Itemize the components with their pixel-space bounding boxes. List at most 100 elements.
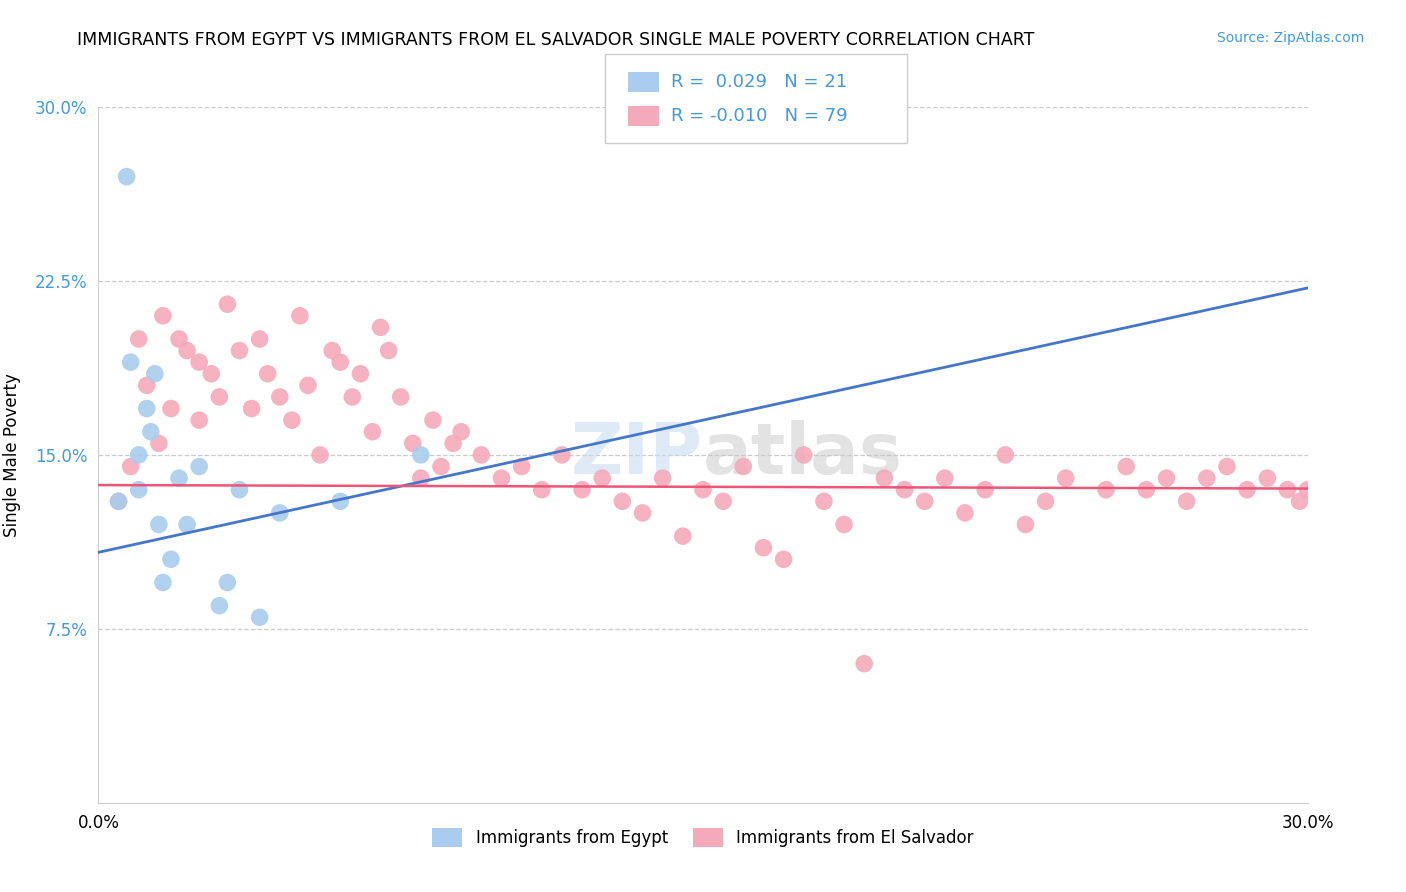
Point (402, 436, 425, 450)
Text: IMMIGRANTS FROM EGYPT VS IMMIGRANTS FROM EL SALVADOR SINGLE MALE POVERTY CORRELA: IMMIGRANTS FROM EGYPT VS IMMIGRANTS FROM… (77, 31, 1035, 49)
Point (228, 483, 250, 497)
Point (107, 494, 129, 508)
Point (914, 494, 936, 508)
Point (128, 448, 150, 462)
Point (167, 471, 190, 485)
Point (994, 448, 1017, 462)
Point (893, 483, 915, 497)
Point (1014, 517, 1036, 532)
Point (135, 378, 157, 392)
Point (107, 494, 129, 508)
Point (530, 483, 553, 497)
Point (200, 367, 222, 381)
Point (692, 483, 714, 497)
Point (1175, 494, 1198, 508)
Point (1115, 459, 1137, 474)
Point (309, 448, 332, 462)
Point (128, 332, 150, 346)
Point (208, 599, 231, 613)
Point (1288, 494, 1310, 508)
Point (974, 483, 997, 497)
Point (120, 459, 142, 474)
Point (1035, 494, 1057, 508)
Point (793, 448, 815, 462)
Point (269, 506, 291, 520)
Point (148, 436, 170, 450)
Text: R =  0.029   N = 21: R = 0.029 N = 21 (671, 73, 846, 91)
Point (188, 413, 211, 427)
Point (651, 471, 673, 485)
Point (612, 494, 634, 508)
Text: atlas: atlas (703, 420, 903, 490)
Point (217, 575, 239, 590)
Point (409, 448, 432, 462)
Point (321, 343, 343, 358)
Point (934, 471, 956, 485)
Point (361, 425, 384, 439)
Point (329, 355, 352, 369)
Point (148, 517, 170, 532)
Point (733, 459, 755, 474)
Point (571, 483, 593, 497)
Point (269, 390, 291, 404)
Point (551, 448, 574, 462)
Point (152, 575, 174, 590)
Point (240, 401, 263, 416)
Text: ZIP: ZIP (571, 420, 703, 490)
Point (349, 367, 371, 381)
Point (208, 390, 231, 404)
Point (342, 390, 364, 404)
Point (1296, 483, 1319, 497)
Point (115, 169, 138, 184)
Point (470, 448, 492, 462)
Y-axis label: Single Male Poverty: Single Male Poverty (3, 373, 21, 537)
Point (711, 494, 734, 508)
Point (1216, 459, 1239, 474)
Point (491, 471, 513, 485)
Point (441, 436, 464, 450)
Point (450, 425, 472, 439)
Point (176, 517, 198, 532)
Point (1156, 471, 1178, 485)
Point (873, 471, 896, 485)
Point (329, 494, 352, 508)
Point (128, 483, 150, 497)
Point (772, 552, 794, 566)
Point (281, 413, 304, 427)
Point (217, 297, 239, 311)
Point (167, 332, 190, 346)
Point (510, 459, 533, 474)
Point (1256, 471, 1278, 485)
Point (188, 355, 211, 369)
Point (288, 309, 311, 323)
Point (853, 657, 876, 671)
Point (813, 494, 835, 508)
Point (176, 343, 198, 358)
Point (422, 413, 444, 427)
Point (953, 506, 976, 520)
Point (409, 471, 432, 485)
Point (377, 343, 399, 358)
Point (152, 309, 174, 323)
Text: R = -0.010   N = 79: R = -0.010 N = 79 (671, 107, 848, 125)
Point (1135, 483, 1157, 497)
Point (631, 506, 654, 520)
Point (188, 459, 211, 474)
Point (120, 355, 142, 369)
Point (389, 390, 412, 404)
Point (135, 401, 157, 416)
Point (752, 541, 775, 555)
Point (143, 367, 166, 381)
Point (591, 471, 613, 485)
Point (256, 367, 278, 381)
Text: Source: ZipAtlas.com: Source: ZipAtlas.com (1216, 31, 1364, 45)
Point (160, 401, 183, 416)
Legend: Immigrants from Egypt, Immigrants from El Salvador: Immigrants from Egypt, Immigrants from E… (426, 821, 980, 854)
Point (832, 517, 855, 532)
Point (228, 343, 250, 358)
Point (1195, 471, 1218, 485)
Point (430, 459, 453, 474)
Point (297, 378, 319, 392)
Point (1095, 483, 1118, 497)
Point (249, 610, 271, 624)
